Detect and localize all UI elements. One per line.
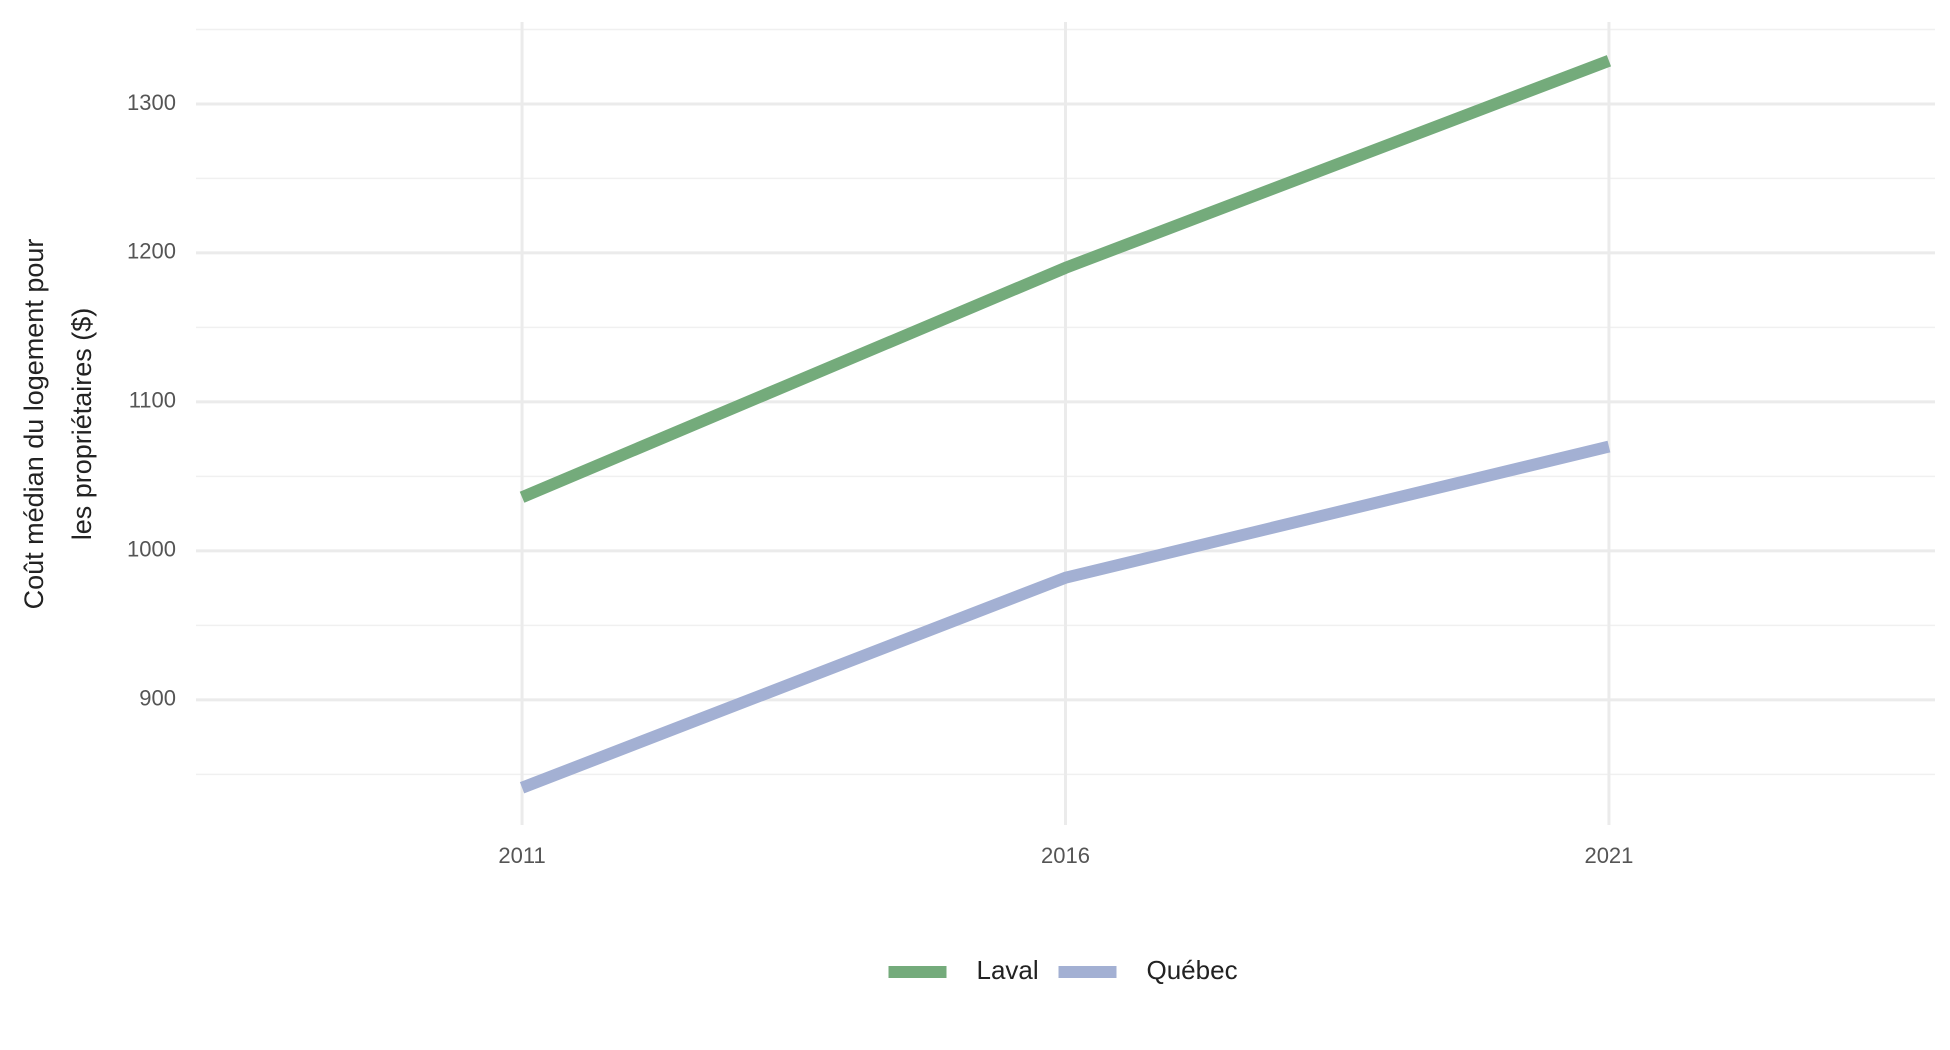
- y-tick-label: 1300: [127, 90, 176, 115]
- x-tick-label: 2021: [1584, 843, 1633, 868]
- y-tick-label: 1200: [127, 239, 176, 264]
- x-tick-label: 2016: [1041, 843, 1090, 868]
- grid: [196, 22, 1935, 825]
- y-tick-label: 1000: [127, 537, 176, 562]
- y-tick-label: 900: [139, 686, 176, 711]
- legend: Laval Québec: [888, 955, 1238, 985]
- legend-label: Laval: [977, 955, 1039, 985]
- y-tick-label: 1100: [129, 388, 176, 413]
- legend-label: Québec: [1147, 955, 1238, 985]
- series-line: [519, 440, 1611, 794]
- y-axis-title: Coût médian du logement pour: [19, 239, 49, 610]
- x-tick-label: 2011: [498, 843, 545, 868]
- y-axis-title: les propriétaires ($): [67, 308, 97, 541]
- series-line: [519, 55, 1612, 503]
